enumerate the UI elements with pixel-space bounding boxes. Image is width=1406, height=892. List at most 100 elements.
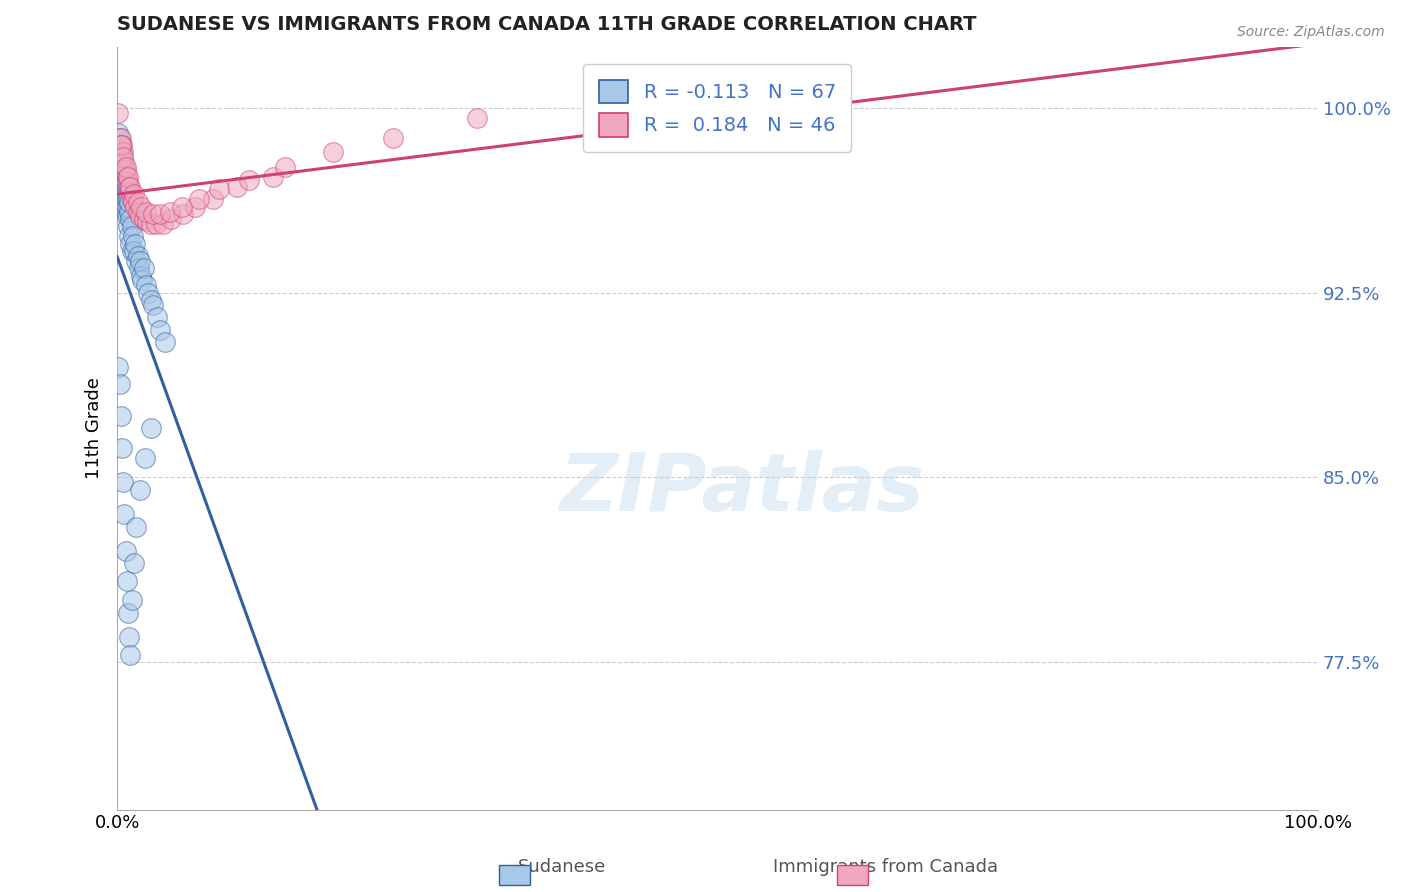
Point <box>110 130 132 145</box>
Point <box>226 180 249 194</box>
Point <box>118 180 141 194</box>
Point <box>127 204 149 219</box>
Y-axis label: 11th Grade: 11th Grade <box>86 377 103 479</box>
Point <box>146 310 169 325</box>
Point <box>155 334 177 349</box>
Point <box>131 273 153 287</box>
Point <box>117 170 139 185</box>
Text: ZIPatlas: ZIPatlas <box>560 450 924 528</box>
Point <box>114 544 136 558</box>
Point <box>262 170 284 185</box>
Point <box>121 194 143 209</box>
Point <box>122 187 145 202</box>
Text: Immigrants from Canada: Immigrants from Canada <box>773 858 998 876</box>
Point <box>142 207 165 221</box>
Point <box>112 145 135 160</box>
Point <box>112 150 135 164</box>
Point <box>238 172 260 186</box>
Point <box>145 217 167 231</box>
Point <box>121 244 143 258</box>
Point <box>467 111 489 125</box>
Point <box>129 253 152 268</box>
Text: SUDANESE VS IMMIGRANTS FROM CANADA 11TH GRADE CORRELATION CHART: SUDANESE VS IMMIGRANTS FROM CANADA 11TH … <box>117 15 977 34</box>
Point <box>202 192 225 206</box>
Point <box>136 214 159 228</box>
Point <box>125 253 148 268</box>
Point <box>114 162 136 177</box>
Point <box>129 200 152 214</box>
Point <box>110 138 132 153</box>
Point <box>128 261 150 276</box>
Point <box>110 409 132 423</box>
Point <box>111 145 134 160</box>
Point <box>112 507 135 521</box>
Point <box>117 219 139 234</box>
Point <box>114 200 136 214</box>
Point <box>122 244 145 258</box>
Point <box>112 475 135 490</box>
Point <box>107 359 129 374</box>
Point <box>121 219 143 234</box>
Point <box>187 192 209 206</box>
Point <box>117 606 139 620</box>
Point <box>115 170 138 185</box>
Point <box>139 217 162 231</box>
Point <box>127 249 149 263</box>
Point <box>118 229 141 244</box>
Point <box>129 483 152 497</box>
Point <box>208 182 231 196</box>
Text: Sudanese: Sudanese <box>519 858 606 876</box>
Point <box>124 236 146 251</box>
Point <box>121 229 143 244</box>
Point <box>139 293 162 307</box>
Point <box>114 187 136 202</box>
Point <box>112 180 135 194</box>
Point <box>159 204 181 219</box>
Point <box>129 268 152 283</box>
Point <box>120 211 142 226</box>
Point <box>139 421 162 435</box>
Point <box>112 155 135 169</box>
Point <box>184 200 207 214</box>
Point <box>112 200 135 214</box>
Point <box>322 145 344 160</box>
Point <box>107 106 129 120</box>
Point <box>152 217 174 231</box>
Point <box>112 162 135 177</box>
Point <box>115 210 138 224</box>
Point <box>115 180 138 194</box>
Point <box>120 185 142 199</box>
Point <box>121 593 143 607</box>
Point <box>149 323 172 337</box>
Point <box>120 648 142 662</box>
Point <box>172 207 194 221</box>
Point <box>124 200 146 214</box>
Point <box>382 130 405 145</box>
Point <box>112 194 135 209</box>
Point <box>108 150 131 164</box>
Point <box>108 376 131 391</box>
Point <box>111 441 134 455</box>
Point <box>135 204 157 219</box>
Point <box>117 187 139 202</box>
Legend: R = -0.113   N = 67, R =  0.184   N = 46: R = -0.113 N = 67, R = 0.184 N = 46 <box>583 64 852 153</box>
Point <box>118 630 141 644</box>
Point <box>121 192 143 206</box>
Point <box>114 204 136 219</box>
Text: Source: ZipAtlas.com: Source: ZipAtlas.com <box>1237 25 1385 39</box>
Point <box>170 200 193 214</box>
Point <box>129 210 152 224</box>
Point <box>111 162 134 177</box>
Point <box>111 180 134 194</box>
Point <box>112 170 135 185</box>
Point <box>138 285 160 300</box>
Point <box>117 200 139 214</box>
Point <box>115 574 138 588</box>
Point <box>114 160 136 174</box>
Point <box>142 298 165 312</box>
Point <box>112 162 135 177</box>
Point <box>134 450 156 465</box>
Point <box>110 155 132 169</box>
Point <box>122 557 145 571</box>
Point <box>110 170 132 185</box>
